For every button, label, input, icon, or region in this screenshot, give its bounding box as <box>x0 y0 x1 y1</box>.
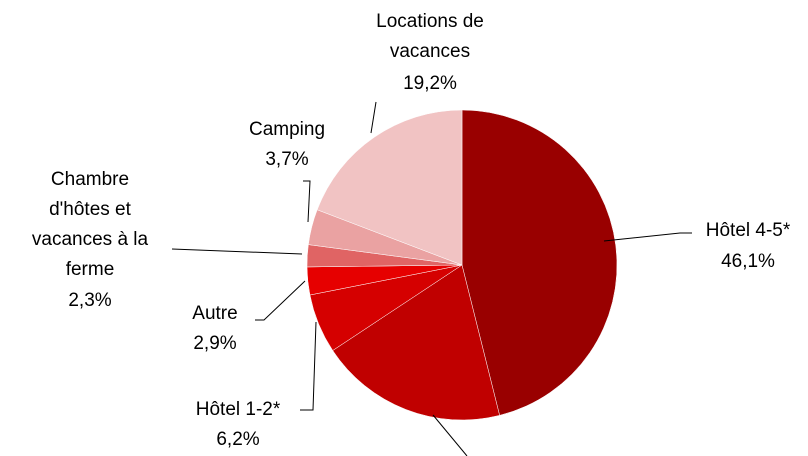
leader-line <box>432 414 468 456</box>
category-label: Chambre d'hôtes et vacances à la ferme <box>31 169 149 280</box>
leader-line <box>370 101 377 134</box>
category-label: Hôtel 4-5* <box>705 220 791 241</box>
leader-line <box>171 248 303 255</box>
category-label: Autre <box>192 303 238 324</box>
leader-line <box>255 280 306 321</box>
value-label: 46,1% <box>721 251 775 272</box>
leader-line <box>603 232 692 242</box>
value-label: 2,9% <box>193 333 237 354</box>
leader-line <box>300 321 317 411</box>
value-label: 3,7% <box>265 149 309 170</box>
category-label: Hôtel 1-2* <box>195 399 281 420</box>
value-label: 6,2% <box>216 429 260 450</box>
leader-lines <box>171 101 692 456</box>
value-label: 19,2% <box>403 73 457 94</box>
pie-slice <box>332 264 500 421</box>
category-label: Locations de vacances <box>376 11 484 62</box>
leader-line <box>303 180 311 223</box>
pie-slice <box>461 109 618 416</box>
value-label: 2,3% <box>68 290 112 311</box>
pie-slice <box>316 109 463 266</box>
category-label: Camping <box>248 119 326 140</box>
